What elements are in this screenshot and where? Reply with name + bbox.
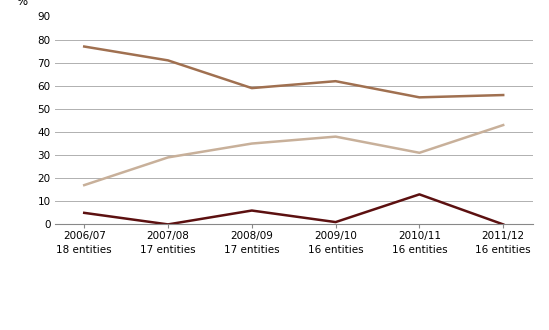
Good (416, 95, 423, 99)
Text: %: % (16, 0, 28, 8)
Line: Good: Good (84, 47, 503, 97)
Needs improvement (249, 209, 255, 213)
Good (332, 79, 339, 83)
Very good (249, 142, 255, 146)
Very good (416, 151, 423, 155)
Good (249, 86, 255, 90)
Line: Needs improvement: Needs improvement (84, 194, 503, 224)
Good (165, 58, 171, 62)
Very good (332, 135, 339, 139)
Needs improvement (81, 211, 87, 215)
Line: Very good: Very good (84, 125, 503, 185)
Needs improvement (416, 192, 423, 196)
Very good (165, 155, 171, 159)
Needs improvement (332, 220, 339, 224)
Needs improvement (165, 222, 171, 226)
Good (500, 93, 507, 97)
Very good (500, 123, 507, 127)
Very good (81, 183, 87, 187)
Needs improvement (500, 222, 507, 226)
Good (81, 45, 87, 49)
